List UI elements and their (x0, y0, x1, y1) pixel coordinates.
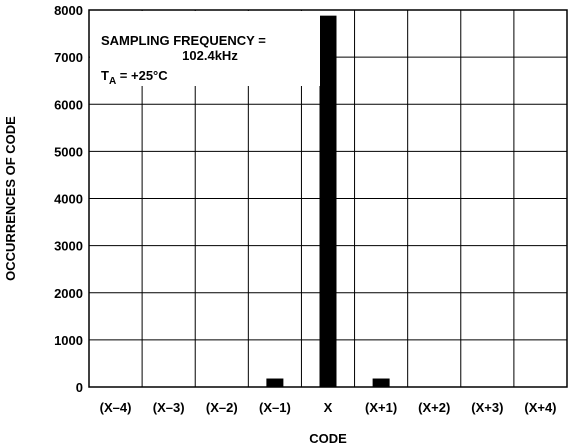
x-tick-label: (X–4) (100, 400, 132, 415)
x-tick-labels: (X–4) (X–3) (X–2) (X–1) X (X+1) (X+2) (X+3) (X+4… (100, 400, 557, 415)
y-tick-label: 0 (76, 380, 83, 395)
x-tick-label: (X+1) (365, 400, 397, 415)
y-tick-label: 1000 (54, 333, 83, 348)
x-tick-label: (X+4) (524, 400, 556, 415)
x-tick-label: (X–2) (206, 400, 238, 415)
annotation-temperature: TA = +25°C (101, 68, 168, 87)
y-tick-label: 4000 (54, 192, 83, 207)
annotation-box (90, 11, 320, 86)
annotation: SAMPLING FREQUENCY = 102.4kHz TA = +25°C (101, 33, 266, 87)
y-tick-label: 6000 (54, 97, 83, 112)
bars (266, 15, 390, 388)
y-tick-label: 3000 (54, 239, 83, 254)
bar (372, 378, 390, 387)
y-axis-title: OCCURRENCES OF CODE (3, 116, 18, 281)
x-axis-title: CODE (309, 431, 347, 446)
y-tick-labels: 0 1000 2000 3000 4000 5000 6000 7000 8000 (54, 3, 83, 395)
x-tick-label: (X–1) (259, 400, 291, 415)
y-tick-label: 2000 (54, 286, 83, 301)
x-tick-label: (X–3) (153, 400, 185, 415)
bar (319, 15, 337, 388)
y-tick-label: 5000 (54, 144, 83, 159)
x-tick-label: X (324, 400, 333, 415)
plot-frame (88, 9, 568, 388)
x-tick-label: (X+2) (418, 400, 450, 415)
annotation-temp-suffix: = +25°C (116, 68, 168, 83)
annotation-sampling-frequency-label: SAMPLING FREQUENCY = (101, 33, 266, 48)
annotation-temp-prefix: T (101, 68, 109, 83)
annotation-sampling-frequency-value: 102.4kHz (182, 48, 238, 63)
bar (266, 378, 284, 387)
y-tick-label: 7000 (54, 50, 83, 65)
y-tick-label: 8000 (54, 3, 83, 18)
annotation-temp-subscript: A (109, 76, 116, 87)
x-tick-label: (X+3) (471, 400, 503, 415)
